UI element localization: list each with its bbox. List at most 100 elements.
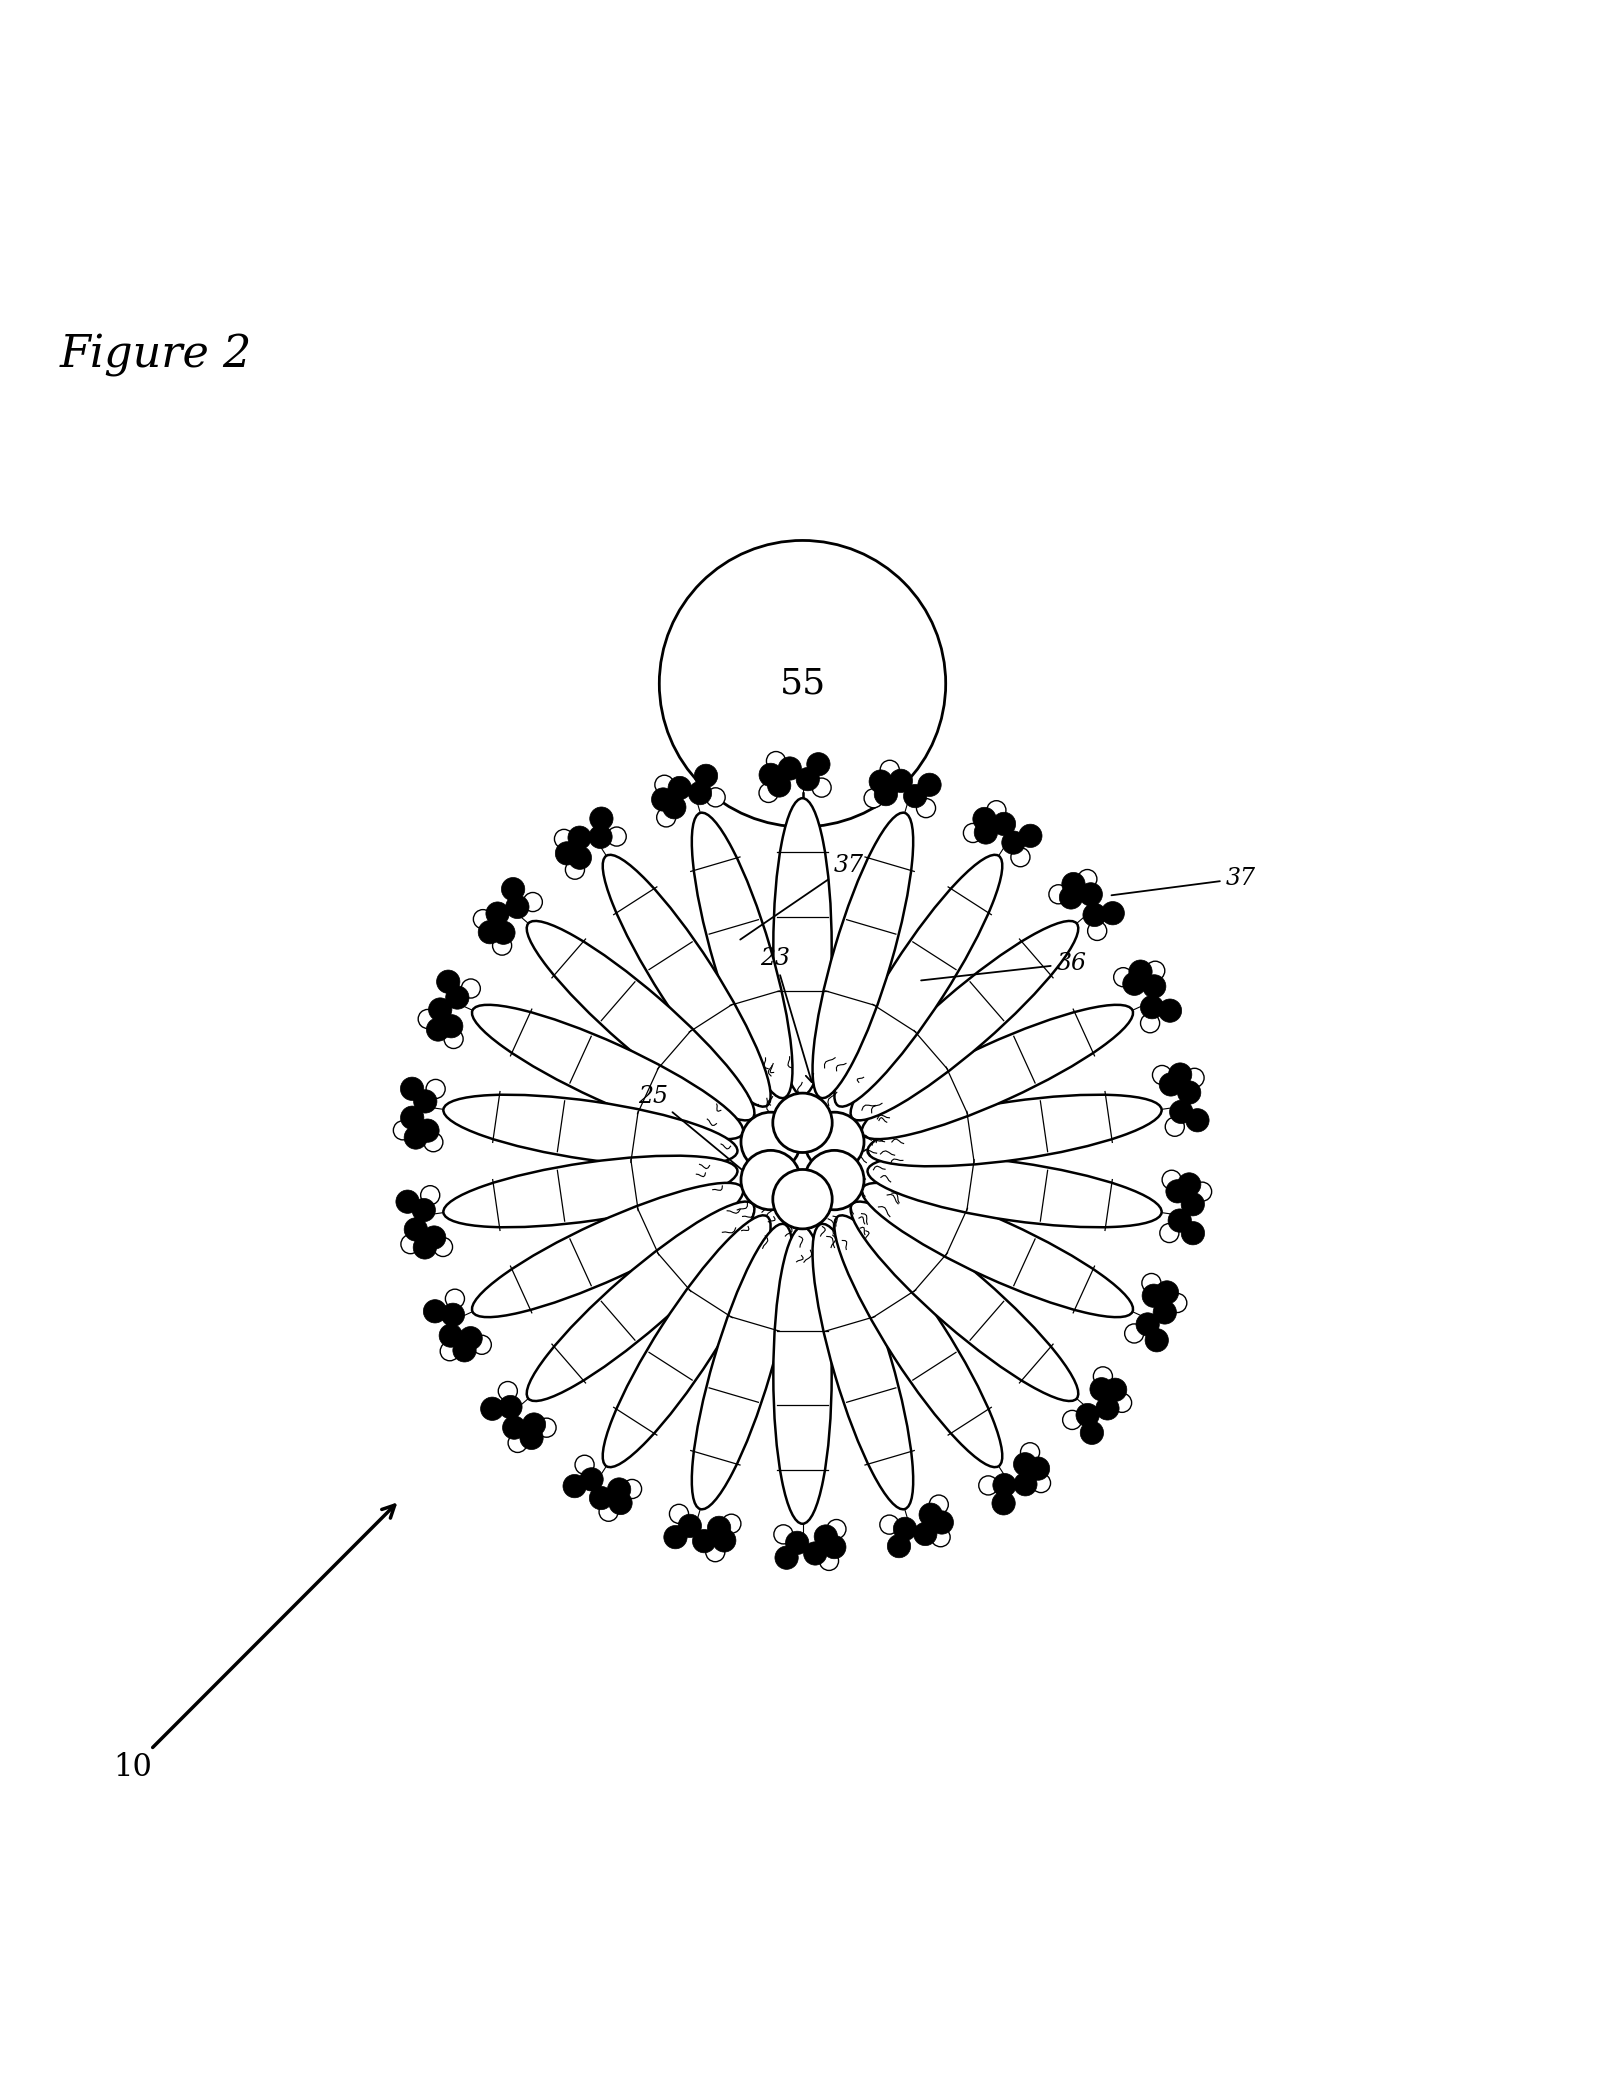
Circle shape (1011, 848, 1030, 867)
Circle shape (1026, 1457, 1050, 1480)
Circle shape (1112, 1392, 1132, 1413)
Ellipse shape (851, 1201, 1079, 1401)
Circle shape (689, 781, 711, 804)
Circle shape (579, 1467, 603, 1492)
Circle shape (538, 1417, 555, 1438)
Circle shape (491, 921, 515, 943)
Circle shape (767, 752, 785, 771)
Ellipse shape (851, 921, 1079, 1120)
Ellipse shape (526, 921, 754, 1120)
Circle shape (1088, 921, 1107, 941)
Ellipse shape (526, 1201, 754, 1401)
Circle shape (554, 829, 573, 848)
Ellipse shape (812, 1224, 913, 1509)
Circle shape (979, 1475, 998, 1494)
Circle shape (440, 1324, 462, 1347)
Text: 23: 23 (761, 948, 814, 1083)
Circle shape (706, 1542, 725, 1563)
Circle shape (506, 896, 530, 918)
Circle shape (804, 1542, 827, 1565)
Circle shape (888, 1534, 910, 1558)
Text: Figure 2: Figure 2 (59, 335, 252, 376)
Circle shape (501, 877, 525, 902)
Circle shape (1096, 1396, 1119, 1419)
Circle shape (445, 1029, 464, 1049)
Circle shape (446, 985, 469, 1010)
Circle shape (880, 761, 899, 779)
Circle shape (1186, 1108, 1209, 1133)
Circle shape (774, 1525, 793, 1544)
Circle shape (568, 827, 591, 850)
Circle shape (1168, 1293, 1186, 1313)
Circle shape (1159, 1000, 1181, 1022)
Text: 37: 37 (740, 854, 863, 939)
Circle shape (775, 1546, 798, 1569)
Circle shape (607, 1477, 631, 1500)
Circle shape (440, 1014, 462, 1037)
Text: 10: 10 (112, 1504, 395, 1783)
Circle shape (425, 1078, 445, 1099)
Circle shape (414, 1089, 437, 1114)
Ellipse shape (868, 1095, 1162, 1166)
Circle shape (868, 769, 892, 794)
Circle shape (742, 1151, 801, 1209)
Circle shape (453, 1338, 477, 1361)
Circle shape (863, 790, 883, 808)
Circle shape (669, 1504, 689, 1523)
Circle shape (480, 1396, 504, 1421)
Circle shape (963, 823, 982, 842)
Circle shape (1019, 825, 1042, 848)
Circle shape (522, 1413, 546, 1436)
Circle shape (498, 1382, 517, 1401)
Circle shape (1143, 975, 1165, 997)
Circle shape (1014, 1473, 1037, 1496)
Circle shape (1144, 1328, 1168, 1353)
Circle shape (478, 921, 501, 943)
Circle shape (520, 1426, 542, 1450)
Circle shape (929, 1494, 949, 1515)
Circle shape (916, 798, 936, 817)
Circle shape (785, 1531, 809, 1554)
Circle shape (1063, 873, 1085, 896)
Circle shape (437, 970, 461, 993)
Circle shape (974, 821, 998, 844)
Circle shape (589, 825, 612, 848)
Circle shape (904, 783, 926, 808)
Circle shape (920, 1502, 942, 1527)
Circle shape (424, 1299, 446, 1324)
Circle shape (1165, 1118, 1184, 1137)
Circle shape (1013, 1453, 1037, 1475)
Circle shape (427, 1018, 449, 1041)
Circle shape (599, 1502, 618, 1521)
Circle shape (1152, 1066, 1172, 1085)
Circle shape (473, 910, 493, 929)
Text: 55: 55 (780, 667, 825, 700)
Ellipse shape (472, 1182, 743, 1317)
Ellipse shape (774, 1226, 831, 1523)
Circle shape (1079, 869, 1096, 889)
Circle shape (992, 1492, 1016, 1515)
Circle shape (759, 763, 782, 788)
Circle shape (1178, 1081, 1201, 1103)
Circle shape (1083, 904, 1106, 927)
Circle shape (416, 1118, 440, 1143)
Circle shape (419, 1010, 437, 1029)
Circle shape (1159, 1072, 1183, 1095)
Circle shape (931, 1527, 950, 1546)
Circle shape (1059, 885, 1083, 908)
Circle shape (589, 806, 613, 831)
Circle shape (1152, 1301, 1176, 1324)
Circle shape (1193, 1182, 1212, 1201)
Circle shape (412, 1199, 435, 1222)
Circle shape (1165, 1180, 1189, 1203)
Circle shape (563, 1475, 586, 1498)
Circle shape (396, 1191, 419, 1214)
Circle shape (441, 1303, 464, 1326)
Circle shape (1080, 1421, 1104, 1444)
Ellipse shape (603, 1216, 770, 1467)
Circle shape (812, 777, 831, 798)
Circle shape (404, 1218, 427, 1241)
Circle shape (1114, 968, 1133, 987)
Circle shape (918, 773, 941, 796)
Ellipse shape (835, 1216, 1002, 1467)
